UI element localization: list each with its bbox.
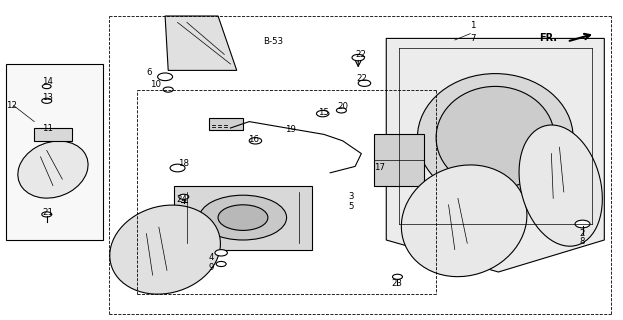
Polygon shape bbox=[165, 16, 237, 70]
Bar bbox=[209, 118, 243, 130]
Text: 5: 5 bbox=[349, 202, 354, 211]
Text: 3: 3 bbox=[349, 192, 354, 201]
Circle shape bbox=[158, 73, 173, 81]
Text: 15: 15 bbox=[318, 108, 329, 117]
Circle shape bbox=[163, 87, 173, 92]
Ellipse shape bbox=[519, 125, 602, 246]
Polygon shape bbox=[386, 38, 604, 272]
Text: 14: 14 bbox=[42, 77, 54, 86]
Circle shape bbox=[179, 194, 189, 199]
Text: 10: 10 bbox=[150, 80, 161, 89]
Polygon shape bbox=[374, 134, 424, 186]
Text: 20: 20 bbox=[338, 102, 349, 111]
Circle shape bbox=[392, 274, 402, 279]
Circle shape bbox=[352, 54, 364, 61]
Ellipse shape bbox=[436, 86, 554, 189]
Circle shape bbox=[358, 80, 371, 86]
Text: 23: 23 bbox=[391, 279, 402, 288]
Circle shape bbox=[316, 110, 329, 117]
Circle shape bbox=[249, 138, 262, 144]
Ellipse shape bbox=[110, 205, 221, 294]
Circle shape bbox=[215, 250, 227, 256]
Text: 12: 12 bbox=[6, 101, 17, 110]
Circle shape bbox=[170, 164, 185, 172]
Ellipse shape bbox=[218, 205, 268, 230]
Text: 13: 13 bbox=[42, 93, 54, 102]
Bar bbox=[6, 64, 103, 240]
Text: FR.: FR. bbox=[540, 33, 558, 44]
Text: 22: 22 bbox=[356, 74, 368, 83]
Circle shape bbox=[336, 108, 346, 113]
Ellipse shape bbox=[199, 195, 287, 240]
Polygon shape bbox=[174, 186, 312, 250]
Text: 7: 7 bbox=[470, 34, 476, 43]
Circle shape bbox=[42, 212, 52, 217]
Ellipse shape bbox=[417, 74, 573, 202]
Text: 2: 2 bbox=[579, 229, 585, 238]
Text: 24: 24 bbox=[176, 195, 188, 204]
Text: 8: 8 bbox=[579, 237, 585, 246]
Circle shape bbox=[42, 98, 52, 103]
Text: 17: 17 bbox=[374, 163, 385, 172]
Text: B-53: B-53 bbox=[263, 37, 283, 46]
Circle shape bbox=[42, 84, 51, 89]
Text: 4: 4 bbox=[209, 253, 214, 262]
Text: 16: 16 bbox=[248, 135, 259, 144]
Text: 18: 18 bbox=[178, 159, 189, 168]
Text: 6: 6 bbox=[146, 68, 152, 76]
Circle shape bbox=[575, 220, 590, 228]
Text: 1: 1 bbox=[470, 21, 476, 30]
Ellipse shape bbox=[401, 165, 527, 277]
Text: 19: 19 bbox=[285, 125, 296, 134]
Polygon shape bbox=[34, 128, 72, 141]
Text: 22: 22 bbox=[355, 50, 366, 59]
Ellipse shape bbox=[18, 141, 88, 198]
Text: 11: 11 bbox=[42, 124, 54, 132]
Text: 9: 9 bbox=[209, 263, 214, 272]
Circle shape bbox=[216, 261, 226, 267]
Text: 21: 21 bbox=[42, 208, 54, 217]
